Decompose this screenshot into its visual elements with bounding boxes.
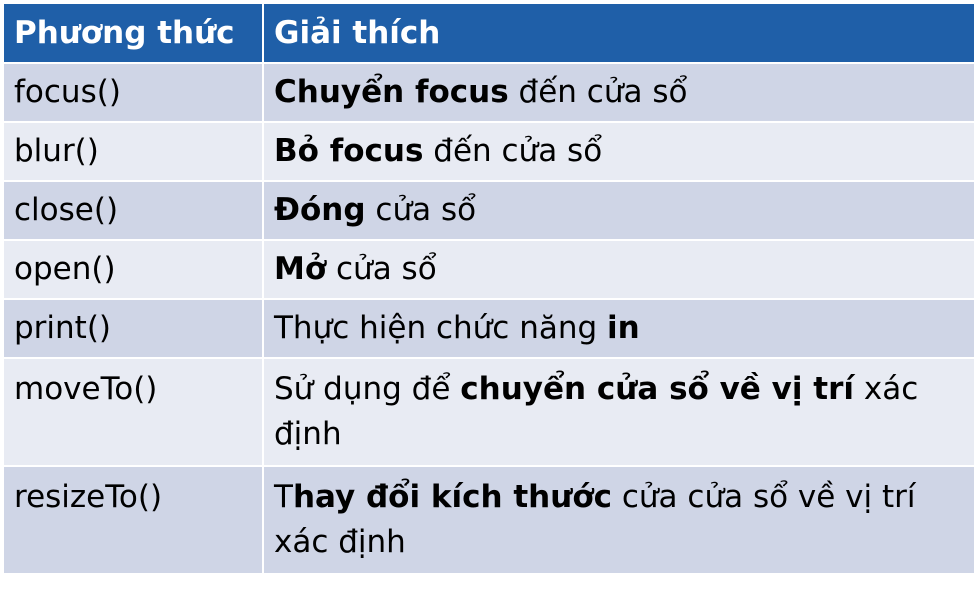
method-cell: moveTo()	[2, 357, 264, 467]
methods-table: Phương thức Giải thích focus() Chuyển fo…	[2, 2, 976, 575]
explanation-bold: in	[607, 310, 640, 346]
explanation-bold: Chuyển focus	[274, 74, 509, 110]
explanation-bold: Mở	[274, 251, 327, 287]
explanation-text: Thực hiện chức năng	[274, 310, 608, 346]
explanation-cell: Bỏ focus đến cửa sổ	[262, 121, 976, 182]
explanation-text: Sử dụng để	[274, 371, 461, 407]
explanation-text: T	[274, 479, 293, 515]
explanation-bold: hay đổi kích thước	[292, 479, 612, 515]
explanation-bold: chuyển cửa sổ về vị trí	[460, 371, 854, 407]
explanation-bold: Bỏ focus	[274, 133, 424, 169]
header-method: Phương thức	[2, 2, 264, 64]
explanation-cell: Mở cửa sổ	[262, 239, 976, 300]
explanation-cell: Sử dụng để chuyển cửa sổ về vị trí xác đ…	[262, 357, 976, 467]
table-row: print() Thực hiện chức năng in	[2, 298, 976, 359]
table-row: close() Đóng cửa sổ	[2, 180, 976, 241]
explanation-text: đến cửa sổ	[508, 74, 688, 110]
method-cell: print()	[2, 298, 264, 359]
explanation-text: cửa sổ	[365, 192, 477, 228]
table-row: resizeTo() Thay đổi kích thước cửa cửa s…	[2, 465, 976, 575]
header-explanation: Giải thích	[262, 2, 976, 64]
explanation-text: cửa cửa sổ về vị trí xác định	[274, 479, 916, 560]
table-row: blur() Bỏ focus đến cửa sổ	[2, 121, 976, 182]
explanation-cell: Thực hiện chức năng in	[262, 298, 976, 359]
method-cell: close()	[2, 180, 264, 241]
explanation-text: đến cửa sổ	[423, 133, 603, 169]
explanation-cell: Thay đổi kích thước cửa cửa sổ về vị trí…	[262, 465, 976, 575]
method-cell: resizeTo()	[2, 465, 264, 575]
explanation-bold: Đóng	[274, 192, 366, 228]
explanation-text: cửa sổ	[326, 251, 437, 287]
method-cell: focus()	[2, 62, 264, 123]
table-row: focus() Chuyển focus đến cửa sổ	[2, 62, 976, 123]
header-row: Phương thức Giải thích	[2, 2, 976, 64]
table-row: open() Mở cửa sổ	[2, 239, 976, 300]
explanation-cell: Chuyển focus đến cửa sổ	[262, 62, 976, 123]
explanation-cell: Đóng cửa sổ	[262, 180, 976, 241]
method-cell: open()	[2, 239, 264, 300]
explanation-text: xác định	[274, 371, 919, 452]
table-row: moveTo() Sử dụng để chuyển cửa sổ về vị …	[2, 357, 976, 467]
method-cell: blur()	[2, 121, 264, 182]
